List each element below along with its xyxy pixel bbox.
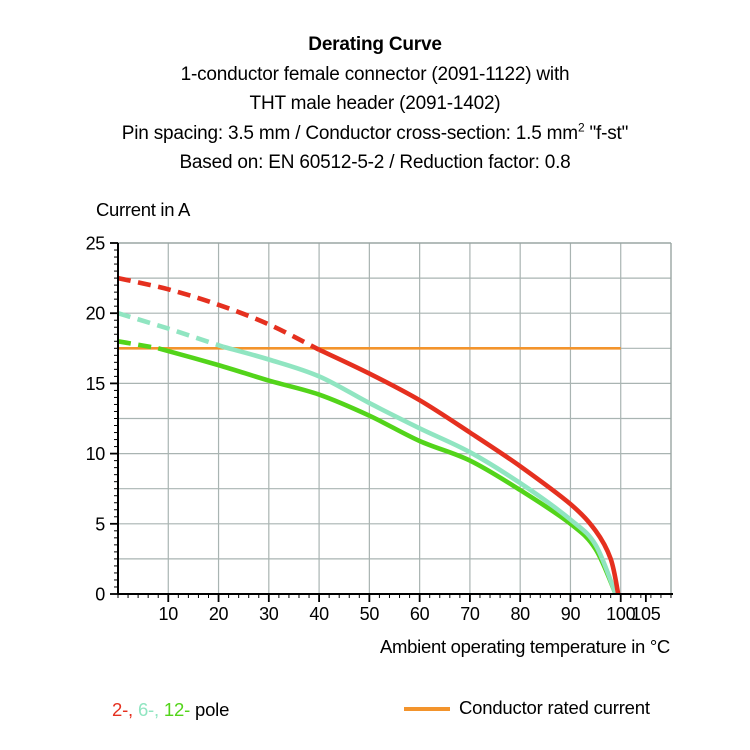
y-tick-label-0: 0 (95, 585, 105, 605)
legend-pole-2: 2-, (112, 699, 133, 720)
x-tick-label-40: 40 (309, 604, 329, 624)
rated-current-label: Conductor rated current (459, 697, 650, 718)
x-tick-label-10: 10 (159, 604, 179, 624)
x-tick-label-50: 50 (360, 604, 380, 624)
chart-title: Derating Curve (308, 34, 442, 55)
y-tick-label-20: 20 (86, 304, 106, 324)
x-tick-label-80: 80 (510, 604, 530, 624)
legend-pole-suffix: pole (190, 699, 230, 720)
x-axis-title: Ambient operating temperature in °C (380, 636, 670, 657)
x-tick-label-60: 60 (410, 604, 430, 624)
curve-2-pole-solid (318, 347, 621, 595)
curve-12-pole-solid (157, 346, 618, 595)
rated-current-line-swatch (404, 707, 450, 711)
x-tick-label-70: 70 (460, 604, 480, 624)
x-tick-label-105: 105 (631, 604, 660, 624)
subtitle-line-2: THT male header (2091-1402) (249, 93, 501, 114)
legend-pole-12: 12- (163, 699, 191, 720)
superscript-2: 2 (577, 120, 585, 135)
subtitle-line-3: Pin spacing: 3.5 mm / Conductor cross-se… (121, 120, 629, 144)
curve-6-pole-dashed (117, 311, 225, 350)
legend-rated: Conductor rated current (404, 697, 650, 719)
title-block: Derating Curve 1-conductor female connec… (0, 30, 750, 178)
subtitle-line-4: Based on: EN 60512-5-2 / Reduction facto… (179, 152, 571, 173)
y-axis-title: Current in A (96, 199, 191, 220)
curve-12-pole-dashed (117, 339, 159, 351)
x-tick-label-20: 20 (209, 604, 229, 624)
y-tick-label-15: 15 (86, 374, 106, 394)
curve-6-pole-solid (222, 344, 618, 595)
x-tick-label-90: 90 (561, 604, 581, 624)
x-tick-label-100: 100 (606, 604, 635, 624)
y-tick-label-25: 25 (86, 234, 106, 254)
subtitle-line-1: 1-conductor female connector (2091-1122)… (180, 63, 570, 85)
y-tick-label-5: 5 (95, 514, 105, 534)
legend-poles: 2-, 6-, 12- pole (112, 699, 229, 721)
x-tick-label-30: 30 (259, 604, 279, 624)
curve-2-pole-dashed (117, 275, 321, 352)
legend-pole-6: 6-, (137, 699, 159, 720)
y-tick-label-10: 10 (86, 444, 106, 464)
